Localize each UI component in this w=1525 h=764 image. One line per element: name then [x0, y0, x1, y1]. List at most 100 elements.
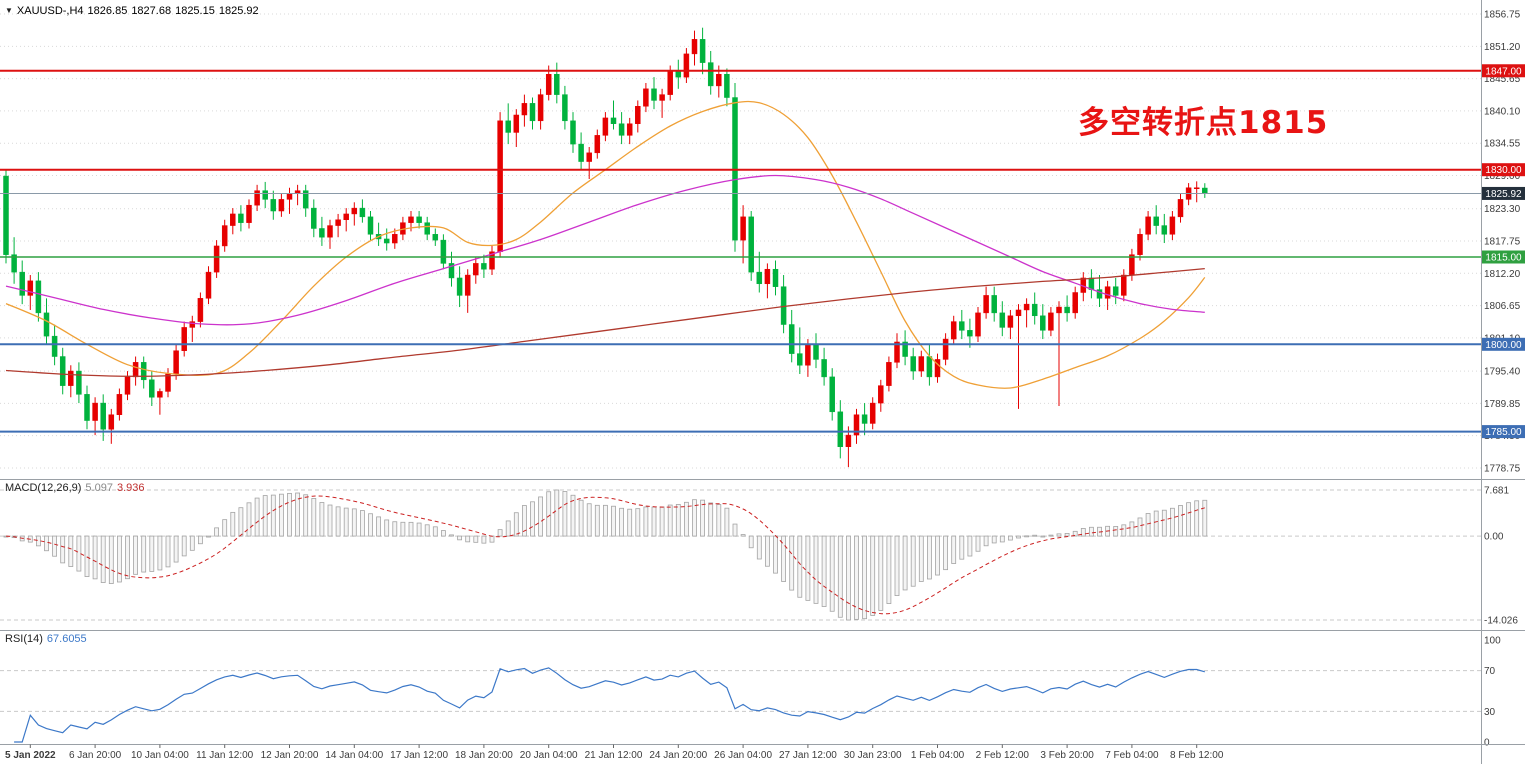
- time-axis[interactable]: 5 Jan 2022 6 Jan 20:00 10 Jan 04:00 11 Jan …: [5, 744, 1224, 762]
- macd-bar: [181, 535, 187, 557]
- macd-bar: [173, 535, 179, 563]
- candle-body: [521, 103, 528, 116]
- macd-bar: [1032, 534, 1038, 537]
- candle-body: [967, 330, 973, 337]
- candle-body: [756, 271, 763, 285]
- macd-bar: [562, 491, 568, 537]
- candle-body: [950, 321, 957, 340]
- macd-bar: [716, 504, 722, 537]
- candle-body: [92, 402, 98, 421]
- ohlc-low-value: 1825.15: [175, 5, 215, 17]
- candle-body: [246, 204, 252, 223]
- macd-bar: [870, 535, 876, 616]
- candle-body: [813, 344, 819, 360]
- time-axis-label: 26 Jan 04:00: [714, 750, 772, 761]
- candle-body: [554, 74, 560, 95]
- macd-bar: [732, 523, 738, 537]
- macd-bar: [554, 489, 560, 537]
- macd-bar: [157, 535, 163, 571]
- price-badge-1815.00: 1815.00: [1482, 250, 1525, 264]
- macd-bar: [1194, 500, 1200, 537]
- candle-body: [821, 359, 827, 378]
- candle-body: [586, 152, 592, 162]
- macd-bar: [756, 535, 762, 560]
- price-badge-1800.00: 1800.00: [1482, 337, 1525, 351]
- candle-body: [497, 120, 503, 253]
- macd-bar: [991, 535, 997, 544]
- annotation-text[interactable]: 多空转折点1815: [1078, 105, 1329, 141]
- candle-body: [1056, 306, 1062, 314]
- candle-body: [643, 88, 649, 107]
- macd-bar: [44, 535, 49, 552]
- candle-body: [205, 271, 212, 299]
- candle-body: [11, 254, 17, 273]
- time-axis-label: 5 Jan 2022: [5, 750, 56, 761]
- candle-body: [311, 207, 317, 229]
- candle-body: [618, 123, 625, 136]
- time-axis-label: 3 Feb 20:00: [1040, 750, 1094, 761]
- macd-bar: [538, 496, 543, 537]
- candle-body: [51, 335, 58, 357]
- candle-body: [991, 295, 997, 314]
- macd-axis-label: 0.00: [1484, 532, 1504, 543]
- time-axis-label: 8 Feb 12:00: [1170, 750, 1224, 761]
- candle-body: [440, 239, 447, 264]
- macd-bar: [1129, 521, 1135, 537]
- candle-body: [959, 321, 965, 331]
- macd-bar: [659, 506, 665, 537]
- candle-body: [797, 353, 803, 366]
- candle-body: [1153, 216, 1159, 226]
- candle-body: [1031, 303, 1038, 317]
- macd-bar: [894, 535, 900, 596]
- macd-bar: [489, 535, 495, 543]
- macd-bar: [408, 521, 414, 537]
- candle-body: [489, 251, 495, 270]
- candle-body: [505, 120, 511, 133]
- macd-bar: [287, 492, 292, 537]
- candle-body: [691, 39, 698, 55]
- rsi-value: 67.6055: [46, 633, 87, 645]
- price-axis-label: 1829.00: [1484, 171, 1521, 182]
- chart-title-bar: ▼ XAUUSD-,H4 1826.85 1827.68 1825.15 1825.92: [5, 5, 263, 17]
- symbol-dropdown-icon[interactable]: ▼: [5, 6, 13, 15]
- macd-bar: [959, 535, 965, 560]
- macd-bar: [117, 535, 122, 583]
- candle-body: [780, 286, 787, 325]
- macd-bar: [108, 535, 114, 584]
- candle-body: [545, 74, 552, 95]
- candle-body: [165, 373, 171, 392]
- rsi-name: RSI(14): [5, 633, 43, 645]
- price-axis-label: 1817.75: [1484, 236, 1521, 247]
- candle-body: [68, 370, 74, 386]
- time-axis-label: 18 Jan 20:00: [455, 750, 513, 761]
- macd-bar: [473, 535, 479, 543]
- macd-bar: [384, 519, 390, 537]
- candle-body: [108, 414, 115, 430]
- macd-axis-label: -14.026: [1484, 616, 1518, 627]
- macd-bar: [303, 494, 309, 537]
- macd-bar: [222, 519, 228, 537]
- time-axis-label: 6 Jan 20:00: [69, 750, 122, 761]
- price-axis-label: 1806.65: [1484, 301, 1521, 312]
- candle-body: [610, 117, 617, 124]
- macd-bar: [724, 507, 730, 537]
- ohlc-close-value: 1825.92: [218, 5, 259, 17]
- macd-bar: [700, 499, 705, 537]
- macd-bar: [368, 513, 373, 537]
- candle-body: [302, 190, 309, 209]
- macd-bar: [570, 494, 576, 537]
- time-axis-label: 17 Jan 12:00: [390, 750, 448, 761]
- macd-bar: [773, 535, 778, 574]
- price-axis-label: 1812.20: [1484, 269, 1521, 280]
- candle-body: [999, 312, 1006, 328]
- candle-body: [748, 216, 754, 273]
- macd-bar: [651, 506, 657, 537]
- macd-bar: [1024, 535, 1029, 538]
- macd-bar: [1072, 530, 1078, 537]
- candle-body: [181, 327, 187, 351]
- macd-bar: [133, 535, 139, 575]
- candle-body: [221, 225, 228, 247]
- macd-bar: [376, 516, 382, 537]
- macd-bar: [1016, 535, 1021, 539]
